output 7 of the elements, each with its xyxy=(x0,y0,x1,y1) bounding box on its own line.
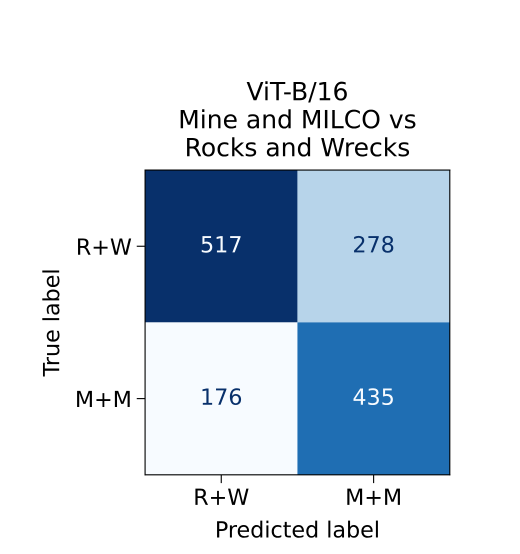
data-label: 517 xyxy=(202,236,241,253)
chart-title: ViT-B/16 Mine and MILCO vs Rocks and Wrecks xyxy=(180,81,416,157)
y-axis-title: True label xyxy=(42,270,60,376)
data-label: 278 xyxy=(354,236,394,253)
x-axis-title: Predicted label xyxy=(217,520,378,538)
data-label: 435 xyxy=(354,388,393,406)
data-label: 176 xyxy=(202,388,242,406)
